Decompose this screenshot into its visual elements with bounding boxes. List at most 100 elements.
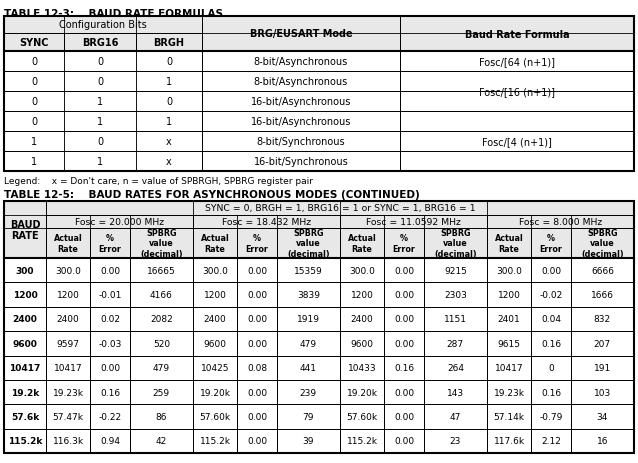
Bar [237,258,277,283]
Bar [130,258,193,283]
Bar [340,356,384,380]
Text: 0.16: 0.16 [394,363,414,372]
Text: 0: 0 [31,77,37,87]
Text: 10433: 10433 [348,363,376,372]
Bar [384,258,424,283]
Bar [400,92,634,112]
Bar [46,429,90,453]
Text: 9600: 9600 [204,339,226,348]
Bar [90,429,130,453]
Bar [202,131,400,152]
Bar [136,131,202,152]
Bar [90,404,130,429]
Text: x: x [166,137,172,147]
Bar [202,92,400,112]
Text: 2400: 2400 [13,315,38,324]
Text: 1: 1 [31,156,37,167]
Bar [424,229,487,258]
Text: 42: 42 [156,436,167,445]
Text: 34: 34 [597,412,608,421]
Text: 57.60k: 57.60k [200,412,230,421]
Text: 79: 79 [302,412,314,421]
Bar [202,112,400,131]
Text: 16-bit/Asynchronous: 16-bit/Asynchronous [251,97,351,107]
Text: 0.00: 0.00 [247,436,267,445]
Bar [46,201,634,216]
Text: 0: 0 [548,363,554,372]
Bar [424,258,487,283]
Bar [193,356,237,380]
Text: %
Error: % Error [98,234,121,253]
Bar [4,356,46,380]
Text: TABLE 12-3:    BAUD RATE FORMULAS: TABLE 12-3: BAUD RATE FORMULAS [4,9,223,19]
Bar [193,404,237,429]
Text: 287: 287 [447,339,464,348]
Text: 0.00: 0.00 [394,412,414,421]
Bar [340,229,384,258]
Bar [130,429,193,453]
Text: 0.00: 0.00 [247,388,267,397]
Bar [136,34,202,52]
Text: 1200: 1200 [13,290,38,300]
Text: -0.01: -0.01 [98,290,122,300]
Text: Configuration Bits: Configuration Bits [59,20,147,31]
Bar [384,283,424,307]
Text: 300.0: 300.0 [349,266,375,275]
Bar [277,429,340,453]
Bar [487,283,531,307]
Bar [237,229,277,258]
Bar [277,229,340,258]
Bar [64,131,136,152]
Bar [64,92,136,112]
Text: 300: 300 [16,266,34,275]
Bar [4,201,46,258]
Text: BRG/EUSART Mode: BRG/EUSART Mode [249,30,352,39]
Text: 10425: 10425 [201,363,229,372]
Bar [400,131,634,152]
Text: 264: 264 [447,363,464,372]
Text: 1: 1 [166,117,172,127]
Text: 0.16: 0.16 [541,388,561,397]
Bar [531,380,571,404]
Text: 239: 239 [300,388,317,397]
Text: 117.6k: 117.6k [493,436,524,445]
Bar [487,332,531,356]
Bar [202,152,400,172]
Bar [400,112,634,131]
Bar [4,112,64,131]
Bar [4,258,46,283]
Text: 300.0: 300.0 [202,266,228,275]
Text: Fosc = 8.000 MHz: Fosc = 8.000 MHz [519,218,602,226]
Bar [487,229,531,258]
Bar [193,229,237,258]
Text: 1151: 1151 [444,315,467,324]
Text: 16-bit/Asynchronous: 16-bit/Asynchronous [251,117,351,127]
Text: 57.6k: 57.6k [11,412,39,421]
Text: 207: 207 [594,339,611,348]
Text: 0: 0 [31,97,37,107]
Bar [202,52,400,72]
Bar [4,17,634,172]
Bar [193,216,340,229]
Text: 2400: 2400 [351,315,373,324]
Bar [64,152,136,172]
Bar [340,404,384,429]
Bar [4,92,64,112]
Bar [46,258,90,283]
Text: 0.00: 0.00 [247,266,267,275]
Text: 2400: 2400 [57,315,79,324]
Bar [136,112,202,131]
Text: 15359: 15359 [294,266,323,275]
Text: 143: 143 [447,388,464,397]
Text: SPBRG
value
(decimal): SPBRG value (decimal) [581,229,624,258]
Text: 8-bit/Asynchronous: 8-bit/Asynchronous [254,57,348,67]
Text: 1200: 1200 [57,290,80,300]
Text: 57.60k: 57.60k [346,412,378,421]
Bar [384,404,424,429]
Text: 0: 0 [166,97,172,107]
Text: 0.00: 0.00 [394,315,414,324]
Bar [400,52,634,72]
Bar [4,283,46,307]
Bar [424,283,487,307]
Text: 479: 479 [300,339,317,348]
